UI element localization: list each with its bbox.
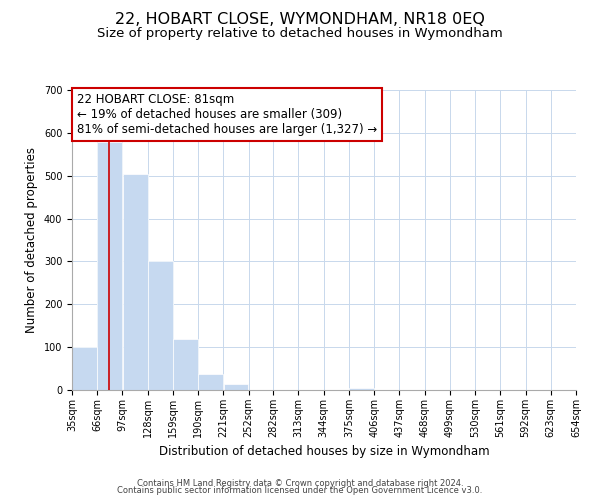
Bar <box>173 339 198 390</box>
Bar <box>224 384 248 390</box>
X-axis label: Distribution of detached houses by size in Wymondham: Distribution of detached houses by size … <box>158 446 490 458</box>
Text: Contains public sector information licensed under the Open Government Licence v3: Contains public sector information licen… <box>118 486 482 495</box>
Bar <box>72 347 97 390</box>
Bar <box>148 262 173 390</box>
Text: 22, HOBART CLOSE, WYMONDHAM, NR18 0EQ: 22, HOBART CLOSE, WYMONDHAM, NR18 0EQ <box>115 12 485 28</box>
Bar <box>199 374 223 390</box>
Bar <box>349 388 374 390</box>
Text: Contains HM Land Registry data © Crown copyright and database right 2024.: Contains HM Land Registry data © Crown c… <box>137 478 463 488</box>
Text: 22 HOBART CLOSE: 81sqm
← 19% of detached houses are smaller (309)
81% of semi-de: 22 HOBART CLOSE: 81sqm ← 19% of detached… <box>77 93 377 136</box>
Text: Size of property relative to detached houses in Wymondham: Size of property relative to detached ho… <box>97 28 503 40</box>
Bar <box>122 174 148 390</box>
Y-axis label: Number of detached properties: Number of detached properties <box>25 147 38 333</box>
Bar <box>97 142 122 390</box>
